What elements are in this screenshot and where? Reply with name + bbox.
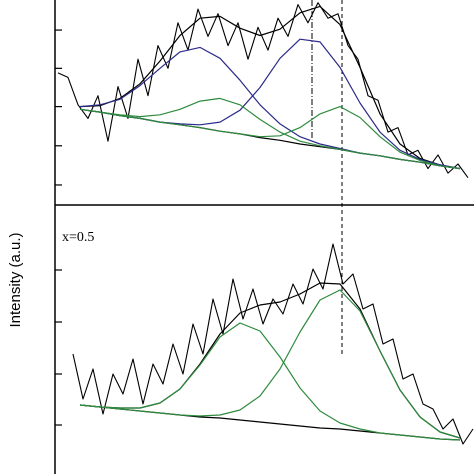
annotation: x=0.5 (62, 230, 94, 245)
fit-line (79, 322, 461, 441)
fit-line (79, 97, 461, 170)
fit-line (79, 38, 461, 170)
y-axis-label: Intensity (a.u.) (7, 232, 24, 327)
fit-line (79, 5, 461, 170)
data-line (57, 2, 469, 179)
data-line (72, 243, 474, 445)
fit-line (79, 106, 461, 170)
fit-line (79, 289, 461, 439)
